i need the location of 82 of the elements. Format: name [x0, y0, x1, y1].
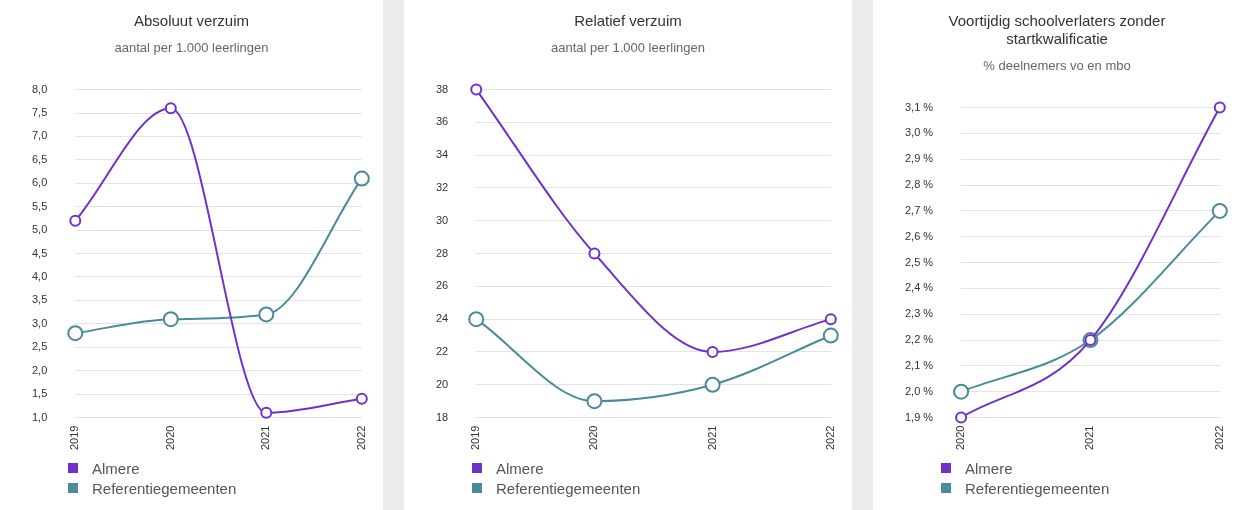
- y-tick-label: 28: [435, 246, 449, 259]
- legend-label: Almere: [965, 459, 1013, 477]
- point: [162, 311, 179, 328]
- y-tick-label: 5,5: [31, 199, 48, 212]
- y-tick-label: 2,7 %: [904, 203, 934, 216]
- y-tick-label: 2,3 %: [904, 307, 934, 320]
- y-tick-label: 24: [435, 312, 449, 325]
- y-tick-label: 4,0: [31, 270, 48, 283]
- x-tick-label: 2021: [1083, 425, 1096, 451]
- point: [706, 345, 719, 358]
- y-tick-label: 3,0: [31, 316, 48, 329]
- point: [468, 311, 485, 328]
- y-tick-label: 1,0: [31, 410, 48, 423]
- chart-subtitle: aantal per 1.000 leerlingen: [550, 40, 706, 55]
- y-tick-label: 6,5: [31, 152, 48, 165]
- y-tick-label: 2,0 %: [904, 384, 934, 397]
- x-tick-label: 2021: [259, 425, 272, 451]
- point: [1213, 101, 1226, 114]
- point: [353, 170, 370, 187]
- y-tick-label: 2,5: [31, 340, 48, 353]
- y-tick-label: 2,2 %: [904, 333, 934, 346]
- point: [69, 214, 82, 227]
- y-tick-label: 34: [435, 148, 449, 161]
- point: [355, 392, 368, 405]
- point: [260, 406, 273, 419]
- y-tick-label: 3,5: [31, 293, 48, 306]
- y-tick-label: 1,5: [31, 387, 48, 400]
- chart-title: Voortijdig schoolverlaters zonder startkwalificatie: [947, 12, 1167, 48]
- point: [822, 327, 839, 344]
- chart-title: Relatief verzuim: [574, 12, 682, 30]
- x-tick-label: 2021: [705, 425, 718, 451]
- point: [953, 383, 970, 400]
- y-tick-label: 7,0: [31, 129, 48, 142]
- point: [67, 325, 84, 342]
- y-tick-label: 20: [435, 377, 449, 390]
- y-tick-label: 30: [435, 213, 449, 226]
- legend-label: Almere: [92, 459, 140, 477]
- y-tick-label: 18: [435, 410, 449, 423]
- y-tick-label: 2,0: [31, 363, 48, 376]
- y-tick-label: 26: [435, 279, 449, 292]
- x-tick-label: 2020: [587, 425, 600, 451]
- point: [588, 247, 601, 260]
- y-tick-label: 4,5: [31, 246, 48, 259]
- y-tick-label: 1,9 %: [904, 410, 934, 423]
- chart-title: Absoluut verzuim: [133, 12, 250, 30]
- y-tick-label: 22: [435, 344, 449, 357]
- point: [258, 306, 275, 323]
- point: [824, 313, 837, 326]
- x-tick-label: 2022: [823, 425, 836, 451]
- chart-subtitle: % deelnemers vo en mbo: [982, 58, 1132, 73]
- x-tick-label: 2020: [163, 425, 176, 451]
- y-tick-label: 2,9 %: [904, 152, 934, 165]
- y-tick-label: 32: [435, 181, 449, 194]
- x-tick-label: 2020: [954, 425, 967, 451]
- x-tick-label: 2022: [354, 425, 367, 451]
- x-tick-label: 2019: [68, 425, 81, 451]
- chart-subtitle: aantal per 1.000 leerlingen: [113, 40, 270, 55]
- x-tick-label: 2022: [1212, 425, 1225, 451]
- legend-label: Referentiegemeenten: [965, 479, 1110, 497]
- y-tick-label: 5,0: [31, 223, 48, 236]
- y-tick-label: 2,8 %: [904, 178, 934, 191]
- y-tick-label: 2,1 %: [904, 358, 934, 371]
- point: [164, 102, 177, 115]
- x-tick-label: 2019: [469, 425, 482, 451]
- point: [955, 411, 968, 424]
- y-tick-label: 6,0: [31, 176, 48, 189]
- point: [1211, 202, 1228, 219]
- y-tick-label: 38: [435, 82, 449, 95]
- point: [586, 393, 603, 410]
- y-tick-label: 3,0 %: [904, 126, 934, 139]
- y-tick-label: 2,4 %: [904, 281, 934, 294]
- y-tick-label: 8,0: [31, 82, 48, 95]
- point: [704, 376, 721, 393]
- y-tick-label: 36: [435, 115, 449, 128]
- point: [470, 83, 483, 96]
- y-tick-label: 2,5 %: [904, 255, 934, 268]
- legend-label: Referentiegemeenten: [496, 479, 641, 497]
- y-tick-label: 7,5: [31, 106, 48, 119]
- y-tick-label: 2,6 %: [904, 229, 934, 242]
- legend-label: Almere: [496, 459, 544, 477]
- legend-label: Referentiegemeenten: [92, 479, 237, 497]
- y-tick-label: 3,1 %: [904, 100, 934, 113]
